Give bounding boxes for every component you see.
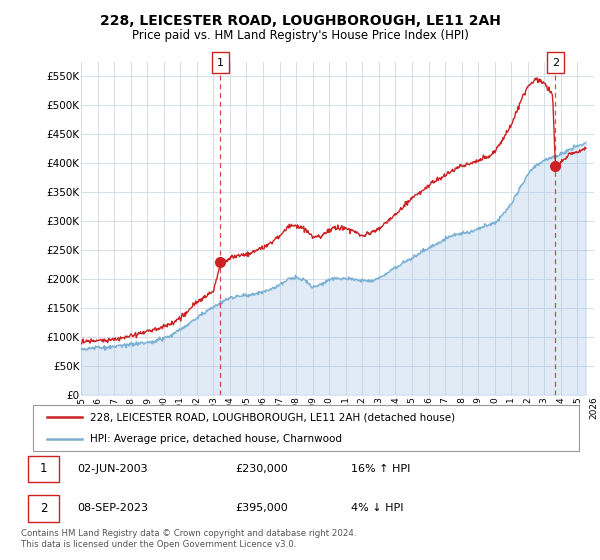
Text: 1: 1: [40, 463, 47, 475]
Text: HPI: Average price, detached house, Charnwood: HPI: Average price, detached house, Char…: [91, 435, 343, 444]
Text: Contains HM Land Registry data © Crown copyright and database right 2024.: Contains HM Land Registry data © Crown c…: [21, 529, 356, 538]
Text: 2: 2: [40, 502, 47, 515]
Text: 08-SEP-2023: 08-SEP-2023: [77, 503, 148, 513]
Text: 16% ↑ HPI: 16% ↑ HPI: [351, 464, 410, 474]
FancyBboxPatch shape: [28, 456, 59, 482]
Text: 4% ↓ HPI: 4% ↓ HPI: [351, 503, 403, 513]
Text: £395,000: £395,000: [235, 503, 288, 513]
Text: 228, LEICESTER ROAD, LOUGHBOROUGH, LE11 2AH (detached house): 228, LEICESTER ROAD, LOUGHBOROUGH, LE11 …: [91, 412, 455, 422]
Text: 228, LEICESTER ROAD, LOUGHBOROUGH, LE11 2AH: 228, LEICESTER ROAD, LOUGHBOROUGH, LE11 …: [100, 14, 500, 28]
Text: This data is licensed under the Open Government Licence v3.0.: This data is licensed under the Open Gov…: [21, 540, 296, 549]
Text: £230,000: £230,000: [235, 464, 288, 474]
Text: Price paid vs. HM Land Registry's House Price Index (HPI): Price paid vs. HM Land Registry's House …: [131, 29, 469, 42]
Text: 1: 1: [217, 58, 224, 68]
Text: 02-JUN-2003: 02-JUN-2003: [77, 464, 148, 474]
Text: 2: 2: [552, 58, 559, 68]
FancyBboxPatch shape: [28, 495, 59, 521]
